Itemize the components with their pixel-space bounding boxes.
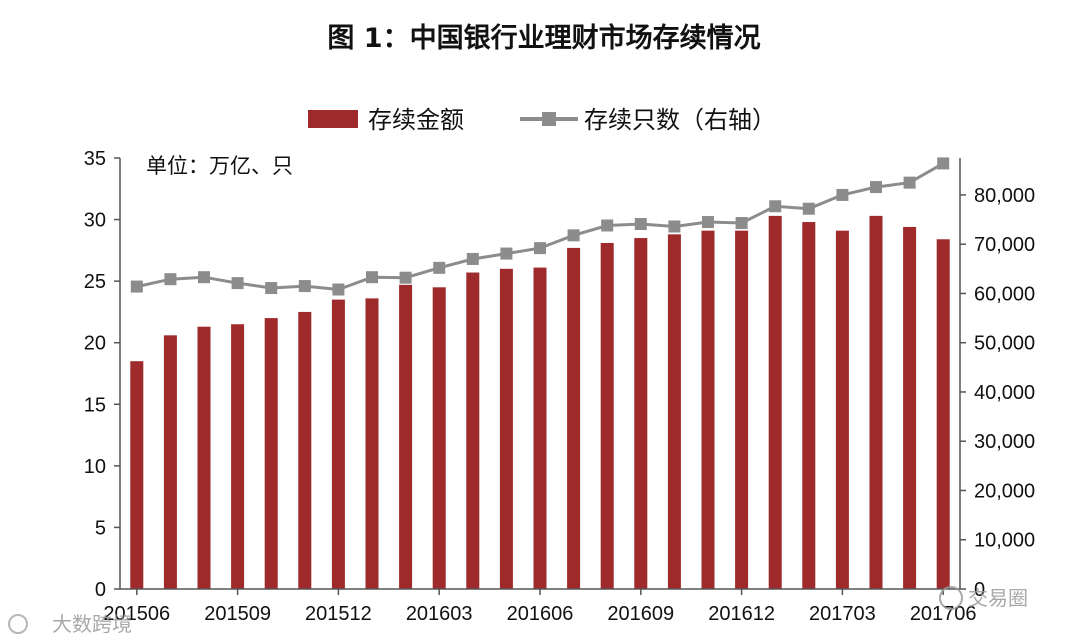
y-right-tick-label: 70,000 — [974, 234, 1035, 256]
line-point — [164, 273, 177, 286]
x-tick-label: 201506 — [103, 603, 170, 625]
line-point — [500, 247, 513, 260]
bar — [667, 234, 681, 589]
watermark-right-icon — [939, 586, 963, 610]
line-point — [836, 188, 849, 201]
watermark-left-text: 大数跨境 — [52, 612, 132, 636]
watermark-left-icon — [8, 614, 28, 634]
line-point — [433, 261, 446, 274]
bar — [735, 230, 749, 589]
x-tick-label: 201606 — [507, 603, 574, 625]
bar — [130, 361, 144, 589]
bar — [231, 324, 245, 589]
x-tick-label: 201512 — [305, 603, 372, 625]
line-point — [870, 181, 882, 194]
bar — [197, 326, 211, 589]
x-tick-label: 201509 — [204, 603, 271, 625]
bar — [903, 226, 917, 589]
bar — [768, 215, 782, 589]
bar — [600, 242, 614, 589]
watermark-right: 交易圈 — [939, 586, 1028, 610]
line-point — [769, 200, 782, 213]
legend-line-marker — [542, 112, 556, 126]
bar — [802, 222, 816, 589]
y-left-tick-label: 5 — [95, 517, 106, 539]
line-point — [802, 202, 815, 215]
chart-title: 图 1：中国银行业理财市场存续情况 — [327, 22, 760, 54]
bar — [533, 267, 547, 589]
line-point — [534, 242, 546, 255]
legend-bar-label: 存续金额 — [368, 106, 464, 134]
bar — [936, 239, 950, 589]
bar — [163, 335, 177, 589]
y-right-tick-label: 40,000 — [974, 382, 1035, 404]
legend: 存续金额 存续只数（右轴） — [308, 106, 776, 134]
bar — [331, 299, 345, 589]
line-point — [399, 271, 412, 284]
y-right-tick-label: 30,000 — [974, 431, 1035, 453]
y-left-tick-label: 35 — [84, 148, 106, 170]
line-point — [567, 229, 580, 242]
y-left-axis: 0 5 10 15 20 25 30 35 — [84, 148, 120, 601]
x-tick-label: 201706 — [910, 603, 977, 625]
bar — [869, 215, 883, 589]
bar — [835, 230, 849, 589]
y-left-tick-label: 0 — [95, 579, 106, 601]
legend-line-label: 存续只数（右轴） — [584, 106, 776, 134]
line-point — [937, 157, 950, 170]
bar — [634, 238, 648, 590]
bar — [499, 268, 513, 589]
bar — [365, 298, 379, 589]
line-point — [634, 218, 647, 231]
watermark-right-text: 交易圈 — [968, 586, 1028, 610]
bar — [466, 272, 480, 589]
y-left-tick-label: 15 — [84, 394, 106, 416]
y-right-tick-label: 20,000 — [974, 480, 1035, 502]
bar — [298, 311, 312, 589]
line-point — [903, 176, 916, 189]
y-right-tick-label: 60,000 — [974, 283, 1035, 305]
y-right-tick-label: 80,000 — [974, 185, 1035, 207]
legend-bar-swatch — [308, 110, 358, 128]
line-point — [332, 283, 345, 296]
unit-note: 单位：万亿、只 — [146, 154, 293, 178]
y-right-tick-label: 10,000 — [974, 530, 1035, 552]
bar — [567, 247, 581, 589]
line-point — [668, 220, 681, 233]
y-left-tick-label: 25 — [84, 271, 106, 293]
line-point — [265, 282, 278, 295]
y-right-tick-label: 50,000 — [974, 333, 1035, 355]
x-tick-label: 201603 — [406, 603, 473, 625]
plot-area — [119, 157, 961, 590]
watermark-left: 大数跨境 — [8, 612, 132, 636]
x-axis: 201506 201509 201512 201603 201606 201609 2016… — [103, 589, 977, 625]
line-point — [702, 216, 714, 229]
line-point — [601, 219, 614, 232]
bar — [432, 287, 446, 589]
line-point — [198, 271, 210, 284]
x-tick-label: 201703 — [809, 603, 876, 625]
line-point — [366, 271, 378, 284]
x-tick-label: 201612 — [708, 603, 775, 625]
line-point — [735, 217, 748, 230]
line-point — [130, 280, 143, 293]
bar — [399, 284, 413, 589]
y-left-tick-label: 20 — [84, 333, 106, 355]
line-point — [298, 280, 311, 293]
y-left-tick-label: 10 — [84, 456, 106, 478]
line-point — [231, 277, 244, 290]
x-tick-label: 201609 — [607, 603, 674, 625]
y-right-axis: 0 10,000 20,000 30,000 40,000 50,000 60,000 70,… — [960, 185, 1035, 601]
bar — [701, 230, 715, 589]
y-left-tick-label: 30 — [84, 210, 106, 232]
line-point — [466, 252, 479, 265]
y-right-tick-label: 0 — [974, 579, 985, 601]
bar — [264, 318, 278, 589]
